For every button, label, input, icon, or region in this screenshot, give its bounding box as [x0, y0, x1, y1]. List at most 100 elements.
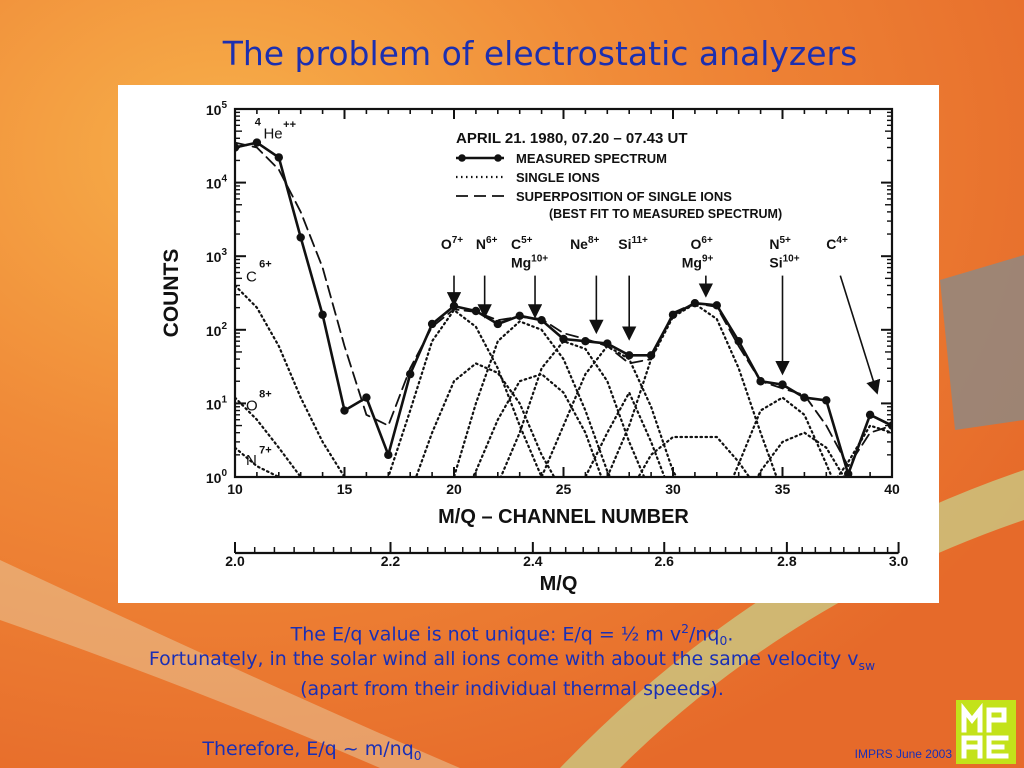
ion-arrow-label: O6+: [691, 235, 713, 252]
single-ion-curve: [836, 424, 892, 477]
caption-solar-wind: Fortunately, in the solar wind all ions …: [0, 648, 1024, 677]
single-ion-curve: [584, 391, 666, 477]
x-tick-label: 20: [446, 481, 462, 497]
ion-arrow-label: O7+: [441, 235, 463, 252]
legend-dot: [458, 154, 466, 162]
y-tick-base: 10: [206, 249, 222, 265]
measured-point: [362, 393, 371, 402]
ion-name: C: [511, 236, 521, 252]
mq-tick-label: 2.6: [655, 553, 675, 569]
ion-label: ++: [283, 119, 296, 131]
measured-point: [384, 450, 393, 460]
measured-point: [493, 319, 502, 329]
ion-name: C: [826, 236, 836, 252]
legend-note: (BEST FIT TO MEASURED SPECTRUM): [549, 207, 782, 221]
mq-tick-label: 2.2: [381, 553, 401, 569]
slide-title: The problem of electrostatic analyzers: [222, 34, 858, 73]
single-ion-curve: [235, 284, 347, 477]
ion-name: Mg: [682, 255, 702, 271]
measured-point: [235, 143, 240, 152]
caption-line2-text: Fortunately, in the solar wind all ions …: [148, 648, 859, 670]
measured-point: [274, 153, 283, 162]
single-ion-curve: [756, 431, 846, 477]
y-tick-exponent: 2: [221, 321, 227, 332]
ion-arrow-label: Ne8+: [570, 235, 599, 252]
caption-line1-sub: 0: [719, 634, 728, 649]
caption-line1-mid: /nq: [688, 623, 720, 646]
mpae-logo-mark: [961, 702, 1009, 759]
y-tick-label: 101: [206, 394, 228, 412]
measured-point: [252, 138, 262, 147]
measured-point: [340, 406, 349, 415]
ion-arrow-label: N5+: [769, 235, 791, 252]
ion-arrow: [839, 275, 881, 395]
mq-axis-title: M/Q: [540, 573, 578, 595]
ion-charge: 10+: [783, 254, 800, 265]
single-ion-curve: [606, 302, 778, 477]
measured-point: [865, 410, 875, 420]
caption-line1-end: .: [727, 623, 734, 646]
ion-charge: 11+: [631, 235, 648, 246]
x-tick-label: 40: [884, 481, 900, 497]
measured-point: [734, 337, 743, 346]
measured-point: [427, 319, 437, 329]
legend-header: APRIL 21. 1980, 07.20 – 07.43 UT: [456, 130, 688, 147]
mpae-logo: [956, 700, 1016, 764]
single-ion-curve: [637, 435, 751, 477]
ion-name: O: [691, 236, 702, 252]
y-tick-exponent: 4: [221, 174, 227, 185]
ion-name: Mg: [511, 255, 531, 271]
ion-label: 7+: [259, 444, 272, 456]
ion-charge: 10+: [531, 254, 548, 265]
x-tick-label: 25: [556, 481, 572, 497]
x-tick-label: 15: [337, 481, 353, 497]
ion-charge: 5+: [521, 235, 533, 246]
y-axis-title: COUNTS: [160, 249, 183, 338]
y-tick-label: 100: [206, 468, 228, 486]
single-ion-curve: [452, 320, 612, 477]
legend-label: SUPERPOSITION OF SINGLE IONS: [516, 189, 732, 204]
ion-arrow-label: Mg10+: [511, 254, 548, 271]
ion-charge: 7+: [452, 235, 464, 246]
ion-name: Ne: [570, 236, 588, 252]
measured-point: [406, 369, 415, 379]
ion-charge: 4+: [836, 235, 848, 246]
ion-name: Si: [618, 236, 631, 252]
single-ion-curve: [540, 345, 678, 477]
ion-arrow-label: C5+: [511, 235, 533, 252]
measured-point: [559, 334, 568, 344]
ion-name: N: [769, 236, 779, 252]
measured-point: [822, 396, 831, 405]
ion-name: O: [441, 236, 452, 252]
caption-energy-per-charge: The E/q value is not unique: E/q = ½ m v…: [0, 618, 1024, 652]
ion-name: N: [476, 236, 486, 252]
single-ion-curve: [235, 396, 302, 477]
y-tick-base: 10: [206, 323, 222, 339]
ion-label: C: [246, 269, 257, 286]
mq-tick-label: 3.0: [889, 553, 909, 569]
ion-arrow-label: Mg9+: [682, 254, 714, 271]
single-ion-curve: [386, 309, 543, 477]
ion-label: 6+: [259, 259, 272, 271]
ion-arrow-label: N6+: [476, 235, 498, 252]
spectrum-chart: 10 15 20 25 30 35 40100101102103104105COUNTSM/…: [160, 100, 909, 595]
ion-charge: 6+: [486, 235, 498, 246]
y-tick-exponent: 5: [221, 100, 227, 111]
y-tick-exponent: 1: [221, 394, 227, 405]
ion-name: Si: [769, 255, 782, 271]
ion-label: 8+: [259, 389, 272, 401]
measured-point: [318, 310, 327, 319]
superposition-curve: [235, 141, 892, 468]
ion-charge: 9+: [702, 254, 714, 265]
ion-label: N: [246, 452, 257, 469]
mq-tick-label: 2.8: [777, 553, 797, 569]
legend-dot: [494, 154, 502, 162]
single-ion-curve: [235, 446, 280, 477]
mq-tick-label: 2.0: [225, 553, 245, 569]
ion-arrow-label: Si10+: [769, 254, 799, 271]
measured-point: [844, 469, 853, 477]
measured-point: [778, 380, 787, 389]
caption-line1-text: The E/q value is not unique: E/q = ½ m v: [290, 623, 682, 646]
mq-tick-label: 2.4: [523, 553, 543, 569]
measured-point: [296, 233, 305, 242]
